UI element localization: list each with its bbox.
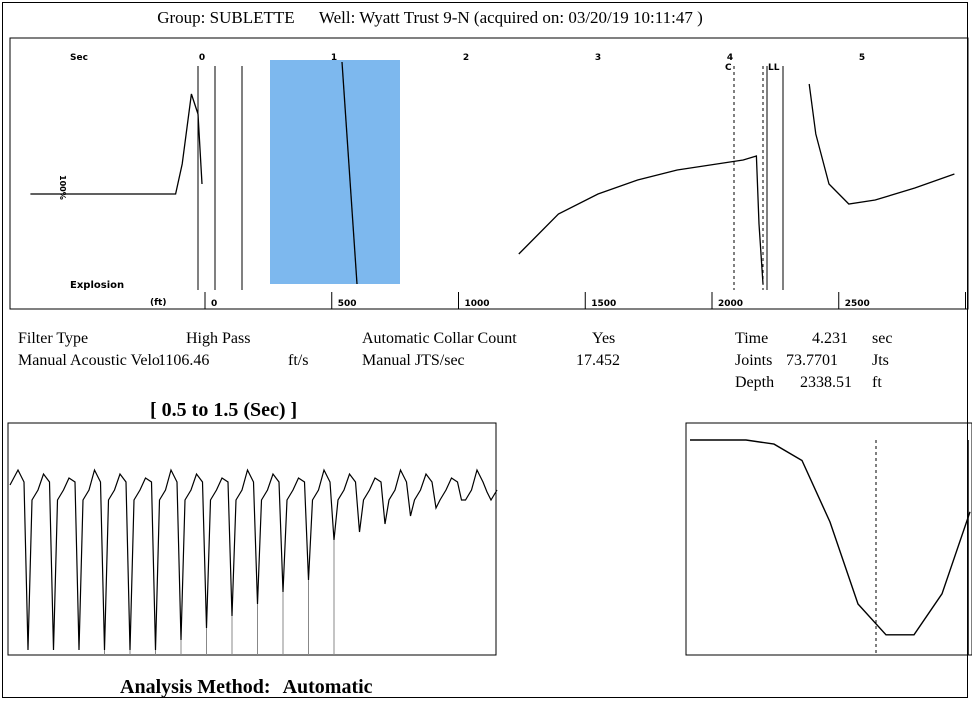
sec-axis-label: Sec xyxy=(70,53,88,63)
joints-unit: Jts xyxy=(872,352,889,369)
joints-value: 73.7701 xyxy=(786,352,838,369)
depth-value: 2338.51 xyxy=(800,374,852,391)
depth-label: Depth xyxy=(735,374,775,391)
selection-window[interactable] xyxy=(270,60,400,284)
jts-label: Manual JTS/sec xyxy=(362,352,465,369)
y-axis-label: 100% xyxy=(58,175,67,200)
analysis-method-label: Analysis Method: xyxy=(120,676,271,698)
depth-tick-label: 1500 xyxy=(591,299,616,309)
analysis-method-value: Automatic xyxy=(282,676,373,698)
sec-tick-label: 4 xyxy=(727,53,733,63)
trace-series-2 xyxy=(808,83,955,205)
time-label: Time xyxy=(735,330,769,347)
explosion-label: Explosion xyxy=(70,280,124,291)
sec-tick-label: 2 xyxy=(463,53,469,63)
plot-border xyxy=(9,37,969,310)
velocity-label: Manual Acoustic Velo xyxy=(18,352,160,369)
time-unit: sec xyxy=(872,330,893,347)
depth-tick-label: 500 xyxy=(338,299,357,309)
sec-tick-label: 3 xyxy=(595,53,601,63)
sec-tick-label: 5 xyxy=(859,53,865,63)
range-title: [ 0.5 to 1.5 (Sec) ] xyxy=(150,399,298,421)
depth-unit: ft xyxy=(872,374,882,391)
depth-tick-label: 1000 xyxy=(465,299,490,309)
joints-label: Joints xyxy=(735,352,773,369)
trace-series-1 xyxy=(518,155,764,285)
filter-type-label: Filter Type xyxy=(18,330,89,347)
trace-series-0 xyxy=(30,93,203,195)
marker-c-label: C xyxy=(725,63,732,73)
velocity-unit: ft/s xyxy=(288,352,309,369)
depth-tick-label: 2000 xyxy=(718,299,743,309)
velocity-value[interactable]: 1106.46 xyxy=(158,352,210,369)
selection-cursor-line xyxy=(341,61,358,285)
group-label: Group: SUBLETTE xyxy=(157,8,295,27)
depth-tick-label: 0 xyxy=(211,299,217,309)
depth-tick-label: 2500 xyxy=(845,299,870,309)
header: Group: SUBLETTE Well: Wyatt Trust 9-N (a… xyxy=(0,8,860,28)
jts-value[interactable]: 17.452 xyxy=(576,352,620,369)
time-value: 4.231 xyxy=(812,330,848,347)
collar-count-value[interactable]: Yes xyxy=(592,330,616,347)
marker-ll-label: LL xyxy=(768,63,780,73)
analysis-method: Analysis Method: Automatic xyxy=(120,676,385,699)
collar-count-label: Automatic Collar Count xyxy=(362,330,517,347)
well-label: Well: Wyatt Trust 9-N (acquired on: 03/2… xyxy=(318,8,703,27)
depth-axis-label: (ft) xyxy=(150,298,166,308)
sec-tick-label: 1 xyxy=(331,53,337,63)
sec-tick-label: 0 xyxy=(199,53,205,63)
filter-type-value[interactable]: High Pass xyxy=(186,330,251,347)
